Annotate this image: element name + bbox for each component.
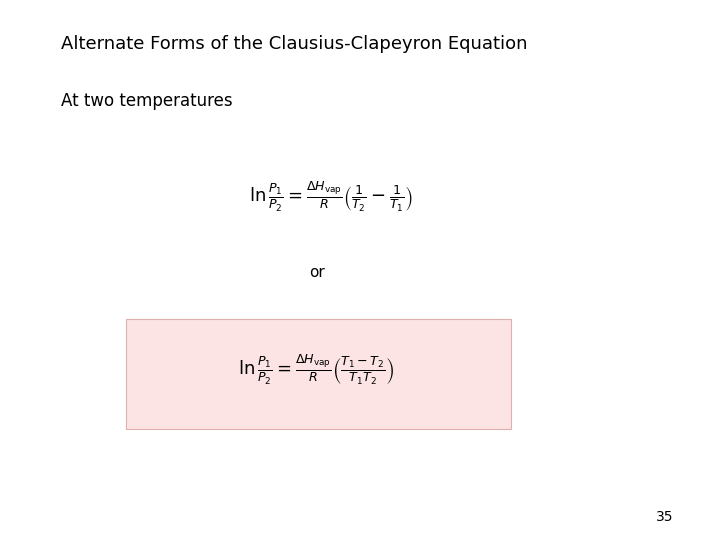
Text: 35: 35 bbox=[656, 510, 673, 524]
Text: $\ln \frac{P_1}{P_2} = \frac{\Delta H_{\mathrm{vap}}}{R} \left( \frac{T_1 - T_2}: $\ln \frac{P_1}{P_2} = \frac{\Delta H_{\… bbox=[238, 353, 395, 387]
FancyBboxPatch shape bbox=[126, 319, 511, 429]
Text: or: or bbox=[309, 265, 325, 280]
Text: Alternate Forms of the Clausius-Clapeyron Equation: Alternate Forms of the Clausius-Clapeyro… bbox=[61, 35, 528, 53]
Text: At two temperatures: At two temperatures bbox=[61, 92, 233, 110]
Text: $\ln \frac{P_1}{P_2} = \frac{\Delta H_{\mathrm{vap}}}{R} \left( \frac{1}{T_2} - : $\ln \frac{P_1}{P_2} = \frac{\Delta H_{\… bbox=[249, 180, 413, 214]
